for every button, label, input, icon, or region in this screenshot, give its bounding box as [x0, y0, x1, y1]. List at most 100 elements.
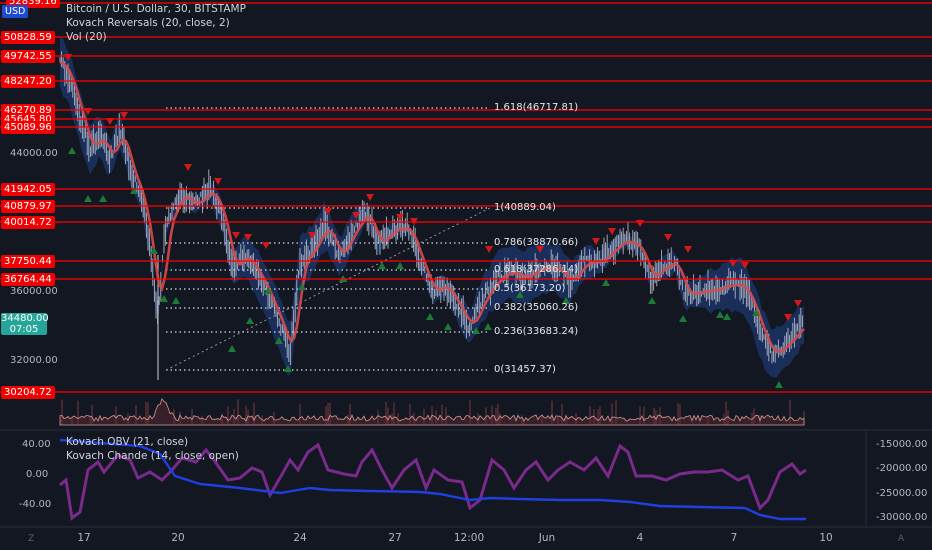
price-level-tag[interactable]: 49742.55	[1, 49, 55, 63]
reversal-up-marker	[484, 323, 492, 330]
indicator-legend-volume[interactable]: Vol (20)	[66, 31, 107, 43]
price-level-tag[interactable]: 48247.20	[1, 74, 55, 88]
reversal-down-marker	[184, 164, 192, 171]
reversal-up-marker	[472, 327, 480, 334]
indicator-legend-kovach-obv[interactable]: Kovach OBV (21, close)	[66, 436, 189, 448]
reversal-up-marker	[160, 295, 168, 302]
timezone-icon[interactable]: Z	[28, 534, 35, 544]
reversal-up-marker	[130, 187, 138, 194]
fib-label-05: 0.5(36173.20)	[494, 283, 566, 294]
reversal-up-marker	[275, 337, 283, 344]
reversal-up-marker	[228, 345, 236, 352]
reversal-down-marker	[366, 194, 374, 201]
reversal-up-marker	[444, 323, 452, 330]
time-axis-label: 20	[171, 532, 185, 544]
reversal-down-marker	[784, 314, 792, 321]
reversal-down-marker	[352, 212, 360, 219]
current-price-value: 34480.00	[1, 313, 49, 324]
reversal-down-marker	[214, 178, 222, 185]
fib-label-1618: 1.618(46717.81)	[494, 102, 579, 113]
time-axis-label: 17	[77, 532, 91, 544]
reversal-up-marker	[752, 309, 760, 316]
reversal-up-marker	[602, 279, 610, 286]
reversal-down-marker	[308, 232, 316, 239]
reversal-up-marker	[284, 365, 292, 372]
price-level-tag[interactable]: 37750.44	[1, 254, 55, 268]
price-axis-tick: 36000.00	[10, 286, 58, 297]
fib-label-0618: 0.618(37286.14)	[494, 264, 579, 275]
obv-axis-tick: -15000.00	[876, 439, 928, 450]
volume-area	[59, 398, 805, 426]
price-tag-top-cut[interactable]: 52839.16	[6, 0, 60, 8]
symbol-legend[interactable]: Bitcoin / U.S. Dollar, 30, BITSTAMP	[66, 3, 246, 15]
price-level-tag[interactable]: 41942.05	[1, 182, 55, 196]
fib-label-1: 1(40889.04)	[494, 202, 556, 213]
reversal-up-marker	[516, 291, 524, 298]
fib-trend-line[interactable]	[165, 207, 491, 371]
reversal-down-marker	[664, 234, 672, 241]
reversal-up-marker	[648, 297, 656, 304]
price-level-tag[interactable]: 50828.59	[1, 30, 55, 44]
reversal-up-marker	[775, 381, 783, 388]
reversal-down-marker	[684, 246, 692, 253]
reversal-down-marker	[106, 118, 114, 125]
reversal-up-marker	[716, 311, 724, 318]
reversal-down-marker	[636, 220, 644, 227]
price-axis-tick: 44000.00	[10, 148, 58, 159]
time-axis-label: 27	[388, 532, 402, 544]
time-axis-label: 10	[819, 532, 833, 544]
reversal-down-marker	[396, 214, 404, 221]
chande-line	[59, 442, 807, 521]
reversal-up-marker	[150, 247, 158, 254]
reversal-down-marker	[741, 262, 749, 269]
currency-badge[interactable]: USD	[2, 5, 29, 18]
reversal-up-marker	[426, 313, 434, 320]
bar-countdown: 07:05	[9, 324, 39, 335]
reversal-down-marker	[592, 238, 600, 245]
price-level-tag[interactable]: 40014.72	[1, 215, 55, 229]
reversal-down-marker	[536, 246, 544, 253]
current-price-badge: 34480.00 07:05	[1, 313, 49, 335]
time-axis-label: 4	[636, 532, 644, 544]
reversal-up-marker	[99, 195, 107, 202]
reversal-up-marker	[679, 315, 687, 322]
reversal-up-marker	[246, 317, 254, 324]
obv-axis-tick: -25000.00	[876, 488, 928, 499]
reversal-down-marker	[120, 112, 128, 119]
reversal-down-marker	[244, 234, 252, 241]
fib-label-0236: 0.236(33683.24)	[494, 326, 579, 337]
indicator-legend-kovach-reversals[interactable]: Kovach Reversals (20, close, 2)	[66, 17, 230, 29]
reversal-down-marker	[608, 228, 616, 235]
reversal-down-marker	[262, 242, 270, 249]
time-axis-label: 24	[293, 532, 307, 544]
price-level-tag[interactable]: 45089.96	[1, 120, 55, 134]
reversal-up-marker	[84, 195, 92, 202]
reversal-down-marker	[324, 208, 332, 215]
price-level-tag[interactable]: 36764.44	[1, 272, 55, 286]
kovach-line	[59, 60, 805, 354]
obv-axis-tick: -30000.00	[876, 512, 928, 523]
reversal-down-marker	[232, 232, 240, 239]
time-axis-label: 12:00	[453, 532, 485, 544]
fib-label-0786: 0.786(38870.66)	[494, 237, 579, 248]
reversal-up-marker	[378, 262, 386, 269]
reversal-up-marker	[298, 283, 306, 290]
time-axis-label: Jun	[538, 532, 556, 544]
reversal-up-marker	[562, 297, 570, 304]
reversal-up-marker	[723, 313, 731, 320]
reversal-up-marker	[264, 287, 272, 294]
reversal-down-marker	[729, 260, 737, 267]
price-level-tag[interactable]: 40879.97	[1, 199, 55, 213]
fib-label-0382: 0.382(35060.26)	[494, 302, 579, 313]
auto-scale-icon[interactable]: A	[898, 534, 905, 544]
reversal-down-marker	[485, 246, 493, 253]
reversal-down-marker	[794, 300, 802, 307]
obv-axis-tick: -20000.00	[876, 463, 928, 474]
indicator-legend-kovach-chande[interactable]: Kovach Chande (14, close, open)	[66, 450, 239, 462]
reversal-up-marker	[68, 147, 76, 154]
chande-axis-tick: -40.00	[19, 499, 52, 510]
price-level-tag[interactable]: 30204.72	[1, 385, 55, 399]
chande-axis-tick: 0.00	[26, 469, 49, 480]
